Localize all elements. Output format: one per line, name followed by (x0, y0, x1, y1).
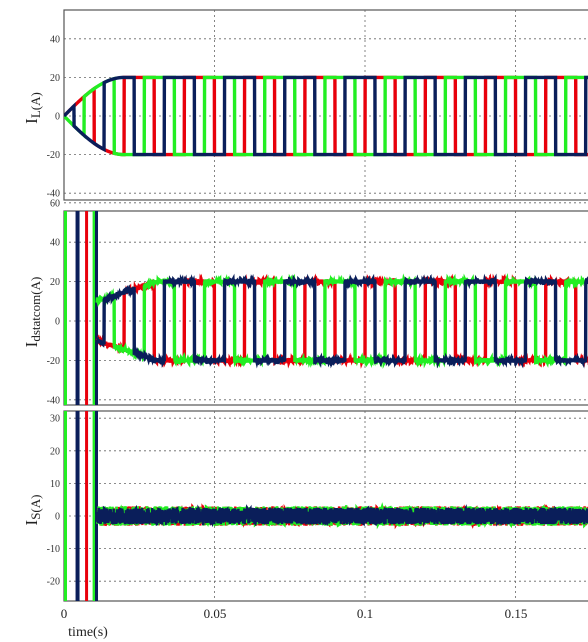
x-axis: 0 0.05 0.1 0.15 time(s) (61, 606, 528, 640)
y-axis-label-dstatcom-current: Idstatcom(A) (22, 277, 43, 348)
y-tick-label: -40 (47, 395, 60, 406)
y-tick-label: 40 (50, 238, 60, 249)
y-axis-labels: IL(A) Idstatcom(A) IS(A) (22, 92, 43, 525)
y-tick-label: 20 (50, 277, 60, 288)
y-tick-label: 20 (50, 446, 60, 457)
y-axis-label-source-current: IS(A) (22, 495, 43, 526)
x-axis-label: time(s) (68, 625, 108, 640)
series-line (64, 75, 588, 157)
series-line (95, 273, 588, 369)
panel-load-current: 40 20 0 -20 -40 (47, 9, 588, 201)
series-line (64, 75, 588, 157)
panel-source-current: 30 20 10 0 -10 -20 (47, 410, 588, 602)
y-tick-label: -20 (47, 356, 60, 367)
y-tick-label: 0 (55, 317, 60, 328)
y-tick-label: -20 (47, 577, 60, 588)
plot-frame (63, 410, 588, 602)
x-tick-label: 0.15 (505, 606, 528, 621)
series-line (95, 504, 588, 528)
y-tick-label: 40 (50, 34, 60, 45)
y-tick-label: -10 (47, 544, 60, 555)
x-tick-label: 0.1 (357, 606, 373, 621)
y-axis-label-load-current: IL(A) (22, 92, 43, 124)
y-tick-label: 60 (50, 198, 60, 209)
y-tick-label: 0 (55, 512, 60, 523)
y-tick-label: 10 (50, 479, 60, 490)
y-tick-label: -40 (47, 189, 60, 200)
x-tick-label: 0.05 (204, 606, 227, 621)
y-tick-label: 0 (55, 112, 60, 123)
y-tick-label: 20 (50, 73, 60, 84)
plot-area (64, 211, 588, 405)
y-tick-label: -20 (47, 150, 60, 161)
x-tick-label: 0 (61, 606, 68, 621)
panel-dstatcom-current: 60 40 20 0 -20 -40 (47, 198, 588, 406)
plot-area (64, 75, 588, 157)
y-tick-label: 30 (50, 414, 60, 425)
plot-area (64, 411, 588, 601)
